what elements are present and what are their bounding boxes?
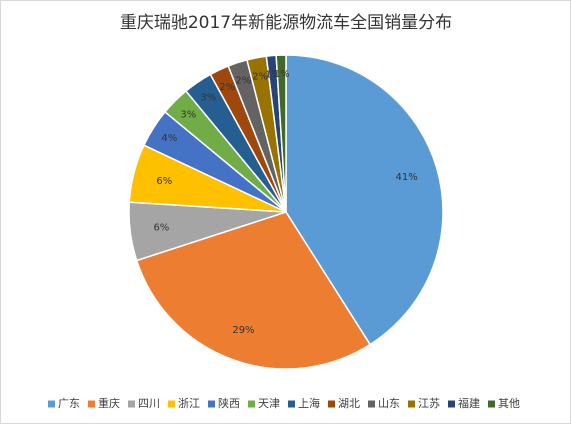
- legend-swatch: [488, 400, 495, 408]
- legend-label: 浙江: [178, 397, 200, 410]
- data-label: 1%: [274, 69, 290, 80]
- data-label: 6%: [156, 176, 172, 187]
- data-label: 29%: [232, 325, 254, 336]
- legend-swatch: [448, 400, 455, 408]
- legend-label: 上海: [298, 396, 320, 410]
- legend-label: 天津: [258, 397, 280, 410]
- pie-slice: [285, 54, 444, 346]
- legend-swatch: [288, 400, 295, 408]
- legend-swatch: [168, 400, 175, 408]
- legend-swatch: [408, 400, 415, 408]
- pie-slice: [275, 54, 287, 213]
- data-label: 2%: [235, 76, 251, 87]
- legend-label: 其他: [498, 397, 520, 410]
- legend-swatch: [368, 400, 375, 408]
- data-label: 2%: [252, 71, 268, 82]
- legend-swatch: [48, 400, 55, 408]
- legend-label: 山东: [378, 397, 400, 410]
- pie-slice: [135, 211, 372, 370]
- data-label: 2%: [219, 82, 235, 93]
- legend-label: 广东: [58, 397, 80, 410]
- legend-label: 湖北: [338, 397, 360, 410]
- legend-label: 陕西: [218, 396, 240, 410]
- legend-swatch: [88, 400, 95, 408]
- legend-label: 江苏: [418, 397, 440, 410]
- legend-label: 福建: [458, 396, 480, 410]
- legend-label: 重庆: [98, 396, 120, 410]
- data-label: 3%: [200, 93, 216, 104]
- chart-title: 重庆瑞驰2017年新能源物流车全国销量分布: [120, 13, 452, 33]
- legend-swatch: [248, 400, 255, 408]
- data-label: 1%: [265, 69, 281, 80]
- legend-label: 四川: [138, 397, 160, 410]
- data-label: 3%: [180, 109, 196, 120]
- legend-swatch: [208, 400, 215, 408]
- data-label: 41%: [395, 172, 417, 183]
- data-label: 6%: [153, 223, 169, 234]
- legend-swatch: [128, 400, 135, 408]
- legend-swatch: [328, 400, 335, 408]
- data-label: 4%: [161, 133, 177, 144]
